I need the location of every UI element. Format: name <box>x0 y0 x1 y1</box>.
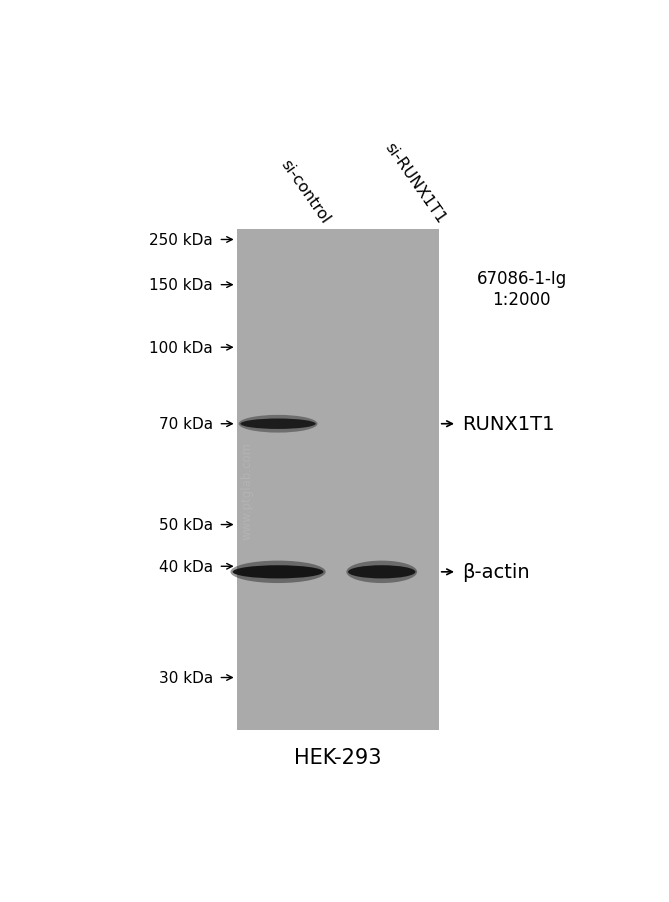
Text: 30 kDa: 30 kDa <box>159 670 213 686</box>
Text: 150 kDa: 150 kDa <box>149 278 213 293</box>
Text: www.ptglab.com: www.ptglab.com <box>240 441 254 539</box>
Text: si-RUNX1T1: si-RUNX1T1 <box>382 140 448 226</box>
Text: HEK-293: HEK-293 <box>294 747 381 768</box>
Text: 100 kDa: 100 kDa <box>149 340 213 355</box>
Ellipse shape <box>347 561 417 584</box>
Bar <box>237 230 439 730</box>
Text: 250 kDa: 250 kDa <box>149 233 213 248</box>
Text: 40 kDa: 40 kDa <box>159 559 213 575</box>
Ellipse shape <box>230 561 326 584</box>
Ellipse shape <box>348 566 415 579</box>
Ellipse shape <box>239 416 318 433</box>
Text: RUNX1T1: RUNX1T1 <box>462 415 555 434</box>
Text: β-actin: β-actin <box>462 563 530 582</box>
Text: 50 kDa: 50 kDa <box>159 518 213 532</box>
Text: si-control: si-control <box>278 157 333 226</box>
Text: 67086-1-Ig
1:2000: 67086-1-Ig 1:2000 <box>476 270 567 308</box>
Ellipse shape <box>233 566 323 579</box>
Ellipse shape <box>240 419 316 429</box>
Text: 70 kDa: 70 kDa <box>159 417 213 432</box>
